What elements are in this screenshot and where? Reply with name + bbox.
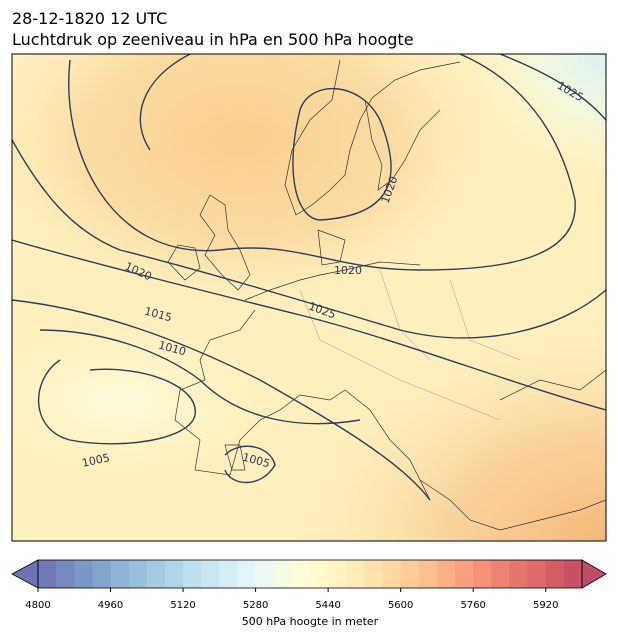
colorbar-bin bbox=[110, 560, 130, 588]
colorbar-extend-high bbox=[581, 559, 607, 589]
colorbar-bin bbox=[382, 560, 402, 588]
colorbar-bin bbox=[219, 560, 238, 588]
contour-label: 1020 bbox=[334, 264, 362, 277]
colorbar-frame bbox=[37, 559, 583, 589]
colorbar-bin bbox=[563, 560, 583, 588]
colorbar-bin bbox=[310, 560, 329, 588]
contour-label: 1005 bbox=[81, 451, 111, 470]
colorbar-bin bbox=[92, 560, 112, 588]
colorbar-tick-label: 5280 bbox=[243, 600, 268, 611]
colorbar-bin bbox=[527, 560, 547, 588]
colorbar-bin bbox=[364, 560, 384, 588]
colorbar-tick-label: 5760 bbox=[460, 600, 485, 611]
colorbar-bin bbox=[201, 560, 220, 588]
colorbar-bin bbox=[545, 560, 565, 588]
colorbar-tick-label: 4800 bbox=[25, 600, 50, 611]
colorbar-bin bbox=[56, 560, 75, 588]
colorbar-bin bbox=[418, 560, 438, 588]
map-frame bbox=[11, 53, 607, 542]
colorbar-label: 500 hPa hoogte in meter bbox=[242, 615, 379, 628]
title-line: 28-12-1820 12 UTC bbox=[12, 9, 167, 28]
colorbar-bin bbox=[291, 560, 311, 588]
colorbar-bin bbox=[436, 560, 456, 588]
colorbar-bin bbox=[328, 560, 347, 588]
colorbar-bin bbox=[146, 560, 166, 588]
colorbar-bin bbox=[164, 560, 184, 588]
colorbar-tick-label: 5120 bbox=[170, 600, 195, 611]
colorbar-extend-low bbox=[11, 559, 39, 589]
colorbar-bin bbox=[491, 560, 510, 588]
colorbar-bin bbox=[455, 560, 474, 588]
colorbar-bin bbox=[74, 560, 93, 588]
colorbar-bin bbox=[509, 560, 529, 588]
colorbar-bin bbox=[400, 560, 420, 588]
colorbar-bin bbox=[346, 560, 365, 588]
colorbar-tick-label: 5600 bbox=[388, 600, 413, 611]
colorbar-bin bbox=[237, 560, 257, 588]
colorbar-tick-label: 4960 bbox=[98, 600, 123, 611]
colorbar-bin bbox=[38, 560, 57, 588]
colorbar-bin bbox=[183, 560, 202, 588]
map-area bbox=[12, 54, 606, 541]
colorbar-tick-label: 5920 bbox=[533, 600, 558, 611]
colorbar-bin bbox=[255, 560, 275, 588]
colorbar-bin bbox=[473, 560, 492, 588]
colorbar-tick-label: 5440 bbox=[315, 600, 340, 611]
title-line: Luchtdruk op zeeniveau in hPa en 500 hPa… bbox=[12, 30, 414, 49]
colorbar-bin bbox=[273, 560, 293, 588]
colorbar-bin bbox=[128, 560, 148, 588]
